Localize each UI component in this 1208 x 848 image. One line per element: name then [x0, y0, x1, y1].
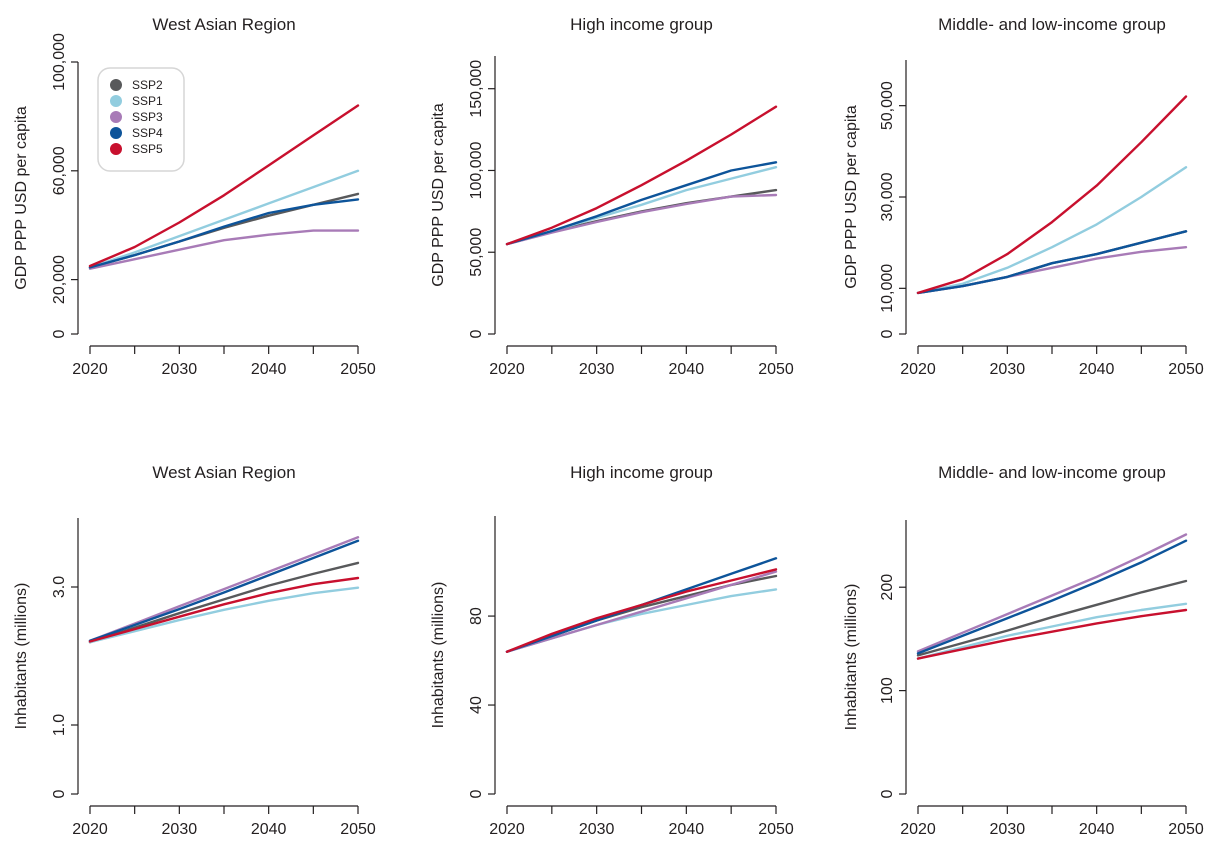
panel-title: West Asian Region	[152, 15, 295, 34]
series-line-ssp5	[505, 568, 778, 653]
y-tick-label: 0	[879, 329, 896, 338]
x-tick-label: 2020	[72, 821, 108, 838]
x-tick-label: 2020	[72, 361, 108, 378]
x-tick-label: 2030	[579, 361, 615, 378]
y-tick-label: 200	[879, 574, 896, 601]
y-tick-label: 50,000	[468, 228, 485, 277]
y-tick-label: 0	[51, 789, 68, 798]
x-tick-label: 2040	[251, 361, 287, 378]
panel-title: Middle- and low-income group	[938, 15, 1166, 34]
x-tick-label: 2040	[669, 821, 705, 838]
legend: SSP2 SSP1 SSP3 SSP4 SSP5	[97, 67, 185, 172]
chart-panel-5: High income group Inhabitants (millions) 0…	[430, 463, 794, 838]
series-line-ssp3	[88, 536, 360, 642]
x-tick-label: 2050	[758, 821, 794, 838]
series-line-ssp4	[88, 198, 360, 269]
series-line-ssp3	[505, 193, 778, 246]
series-line-ssp4	[88, 539, 360, 642]
x-tick-label: 2040	[1079, 821, 1115, 838]
y-tick-label: 60,000	[51, 146, 68, 195]
y-tick-label: 150,000	[468, 60, 485, 118]
series-line-ssp5	[88, 576, 360, 643]
legend-marker-ssp2	[110, 79, 122, 91]
series-line-ssp1	[916, 166, 1188, 295]
x-tick-label: 2030	[990, 361, 1026, 378]
legend-label: SSP5	[132, 142, 163, 156]
series-line-ssp5	[505, 105, 778, 246]
legend-label: SSP2	[132, 78, 163, 92]
panel-title: Middle- and low-income group	[938, 463, 1166, 482]
legend-label: SSP4	[132, 126, 163, 140]
panel-title: West Asian Region	[152, 463, 295, 482]
panel-title: High income group	[570, 463, 713, 482]
series-line-ssp4	[505, 161, 778, 246]
x-tick-label: 2050	[340, 821, 376, 838]
y-axis-label: Inhabitants (millions)	[13, 583, 30, 730]
x-tick-label: 2050	[1168, 361, 1204, 378]
y-axis-label: GDP PPP USD per capita	[843, 105, 860, 289]
x-tick-label: 2050	[1168, 821, 1204, 838]
x-tick-label: 2050	[340, 361, 376, 378]
x-tick-label: 2020	[900, 361, 936, 378]
y-tick-label: 0	[468, 789, 485, 798]
y-tick-label: 10,000	[879, 264, 896, 313]
chart-panel-1: West Asian Region GDP PPP USD per capita 0…	[13, 15, 376, 378]
x-tick-label: 2040	[669, 361, 705, 378]
chart-panel-4: West Asian Region Inhabitants (millions) 0…	[13, 463, 376, 838]
legend-marker-ssp5	[110, 143, 122, 155]
y-axis-label: Inhabitants (millions)	[430, 582, 447, 729]
chart-panel-2: High income group GDP PPP USD per capita 0…	[430, 15, 794, 378]
legend-marker-ssp4	[110, 127, 122, 139]
series-line-ssp5	[916, 95, 1188, 295]
series-line-ssp4	[916, 539, 1188, 655]
y-tick-label: 100,000	[51, 33, 68, 91]
y-tick-label: 100	[879, 677, 896, 704]
x-tick-label: 2030	[162, 361, 198, 378]
y-tick-label: 100,000	[468, 141, 485, 199]
series-line-ssp1	[505, 588, 778, 653]
series-line-ssp3	[88, 229, 360, 270]
y-tick-label: 3.0	[51, 576, 68, 598]
series-line-ssp2	[88, 561, 360, 644]
y-tick-label: 50,000	[879, 81, 896, 130]
x-tick-label: 2040	[1079, 361, 1115, 378]
legend-label: SSP3	[132, 110, 163, 124]
y-tick-label: 40	[468, 696, 485, 714]
x-tick-label: 2020	[900, 821, 936, 838]
series-line-ssp3	[916, 533, 1188, 653]
series-line-ssp3	[505, 570, 778, 653]
series-line-ssp2	[916, 579, 1188, 657]
series-line-ssp5	[88, 104, 360, 268]
series-line-ssp1	[88, 586, 360, 644]
x-tick-label: 2030	[990, 821, 1026, 838]
legend-marker-ssp3	[110, 111, 122, 123]
series-line-ssp4	[916, 230, 1188, 295]
y-axis-label: GDP PPP USD per capita	[430, 103, 447, 287]
x-tick-label: 2030	[579, 821, 615, 838]
y-axis-label: Inhabitants (millions)	[843, 584, 860, 731]
y-tick-label: 30,000	[879, 172, 896, 221]
y-tick-label: 0	[879, 789, 896, 798]
x-tick-label: 2040	[251, 821, 287, 838]
y-tick-label: 20,000	[51, 255, 68, 304]
series-line-ssp2	[505, 188, 778, 246]
y-tick-label: 80	[468, 607, 485, 625]
legend-label: SSP1	[132, 94, 163, 108]
x-tick-label: 2050	[758, 361, 794, 378]
y-axis-label: GDP PPP USD per capita	[13, 106, 30, 290]
series-line-ssp5	[916, 608, 1188, 660]
x-tick-label: 2020	[489, 361, 525, 378]
x-tick-label: 2030	[162, 821, 198, 838]
series-line-ssp1	[88, 169, 360, 269]
y-tick-label: 0	[468, 329, 485, 338]
y-tick-label: 0	[51, 329, 68, 338]
x-tick-label: 2020	[489, 821, 525, 838]
legend-marker-ssp1	[110, 95, 122, 107]
panel-title: High income group	[570, 15, 713, 34]
y-tick-label: 1.0	[51, 714, 68, 736]
chart-panel-6: Middle- and low-income group Inhabitants …	[843, 463, 1204, 838]
chart-panel-3: Middle- and low-income group GDP PPP USD …	[843, 15, 1204, 378]
series-line-ssp1	[916, 602, 1188, 660]
